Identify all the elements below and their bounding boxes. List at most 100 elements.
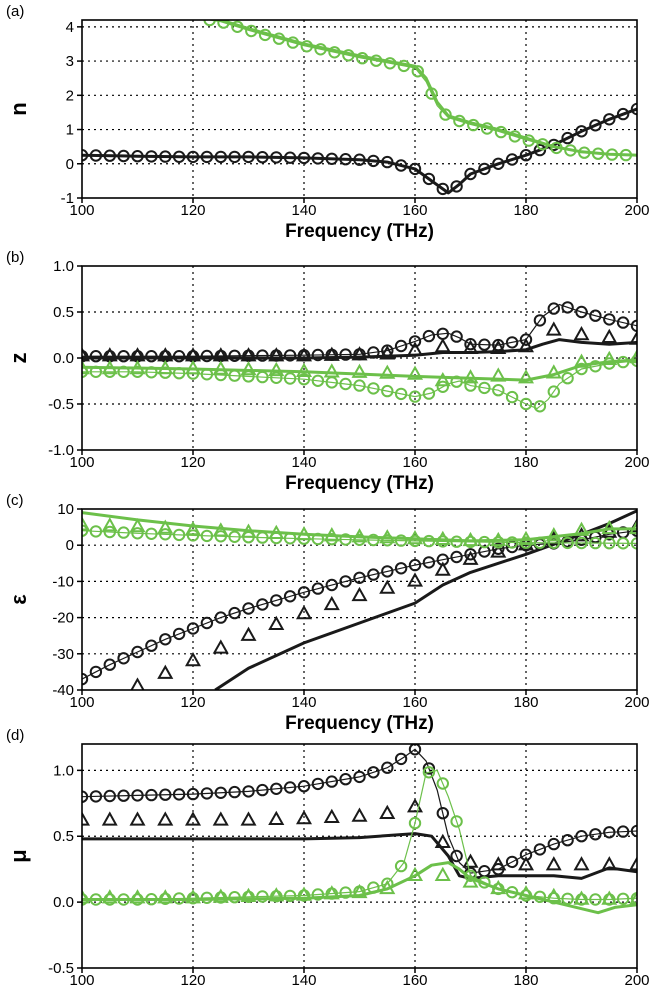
data-point-circle [436, 535, 449, 548]
data-point-circle [616, 537, 630, 550]
data-point-circle [214, 150, 228, 164]
data-point-circle [117, 149, 130, 163]
data-point-circle [186, 892, 200, 905]
data-point-circle [575, 893, 588, 906]
data-point-circle [131, 527, 144, 540]
data-point-triangle [628, 519, 637, 535]
data-point-circle [603, 826, 616, 839]
data-point-circle [422, 766, 436, 779]
y-tick-label: 0 [66, 537, 74, 554]
data-point-circle [172, 892, 186, 905]
panel-label: (b) [6, 249, 24, 266]
data-point-circle [519, 149, 533, 162]
data-point-triangle [82, 811, 91, 826]
data-point-circle [103, 365, 117, 378]
y-tick-label: 1.0 [53, 762, 74, 779]
x-tick-label: 200 [624, 454, 649, 471]
data-point-circle [256, 531, 269, 544]
data-point-circle [339, 533, 352, 546]
data-point-circle [339, 348, 352, 361]
data-point-circle [589, 828, 602, 841]
data-point-triangle [601, 328, 618, 343]
data-point-circle [256, 370, 269, 384]
data-point-circle [270, 531, 283, 545]
data-point-circle [478, 381, 491, 395]
data-point-circle [589, 893, 602, 906]
data-point-circle [547, 892, 560, 905]
data-point-triangle [545, 364, 562, 379]
data-point-circle [575, 536, 588, 550]
data-point-circle [505, 886, 519, 899]
x-axis-label: Frequency (THz) [285, 473, 434, 494]
data-point-triangle [157, 664, 174, 679]
data-point-circle [505, 540, 519, 554]
data-point-circle [131, 365, 144, 378]
data-point-circle [270, 890, 283, 903]
data-point-circle [203, 20, 216, 27]
data-point-circle [200, 368, 214, 381]
data-point-circle [242, 785, 255, 798]
series-line-green [208, 20, 637, 157]
data-point-circle [422, 387, 436, 400]
y-tick-label: -20 [52, 610, 74, 627]
data-point-circle [394, 752, 408, 766]
x-tick-label: 180 [513, 972, 538, 989]
x-tick-label: 120 [180, 454, 205, 471]
data-point-triangle [406, 866, 424, 881]
x-tick-label: 180 [513, 202, 538, 219]
data-point-triangle [379, 579, 396, 594]
x-tick-label: 200 [624, 972, 649, 989]
data-point-circle [325, 152, 338, 166]
data-point-triangle [129, 518, 146, 533]
data-point-circle [408, 816, 422, 830]
data-point-circle [547, 302, 560, 315]
data-point-circle [603, 357, 616, 370]
data-point-circle [589, 536, 602, 550]
x-tick-label: 120 [180, 202, 205, 219]
axes-frame [81, 19, 638, 199]
data-point-circle [575, 830, 588, 843]
data-point-triangle [601, 523, 618, 538]
data-point-triangle [212, 347, 229, 362]
data-point-circle [242, 370, 255, 383]
data-point-circle [159, 633, 172, 646]
data-point-circle [533, 536, 547, 549]
data-point-circle [589, 309, 602, 322]
x-tick-label: 120 [180, 972, 205, 989]
data-point-circle [436, 807, 449, 820]
y-tick-label: -0.5 [48, 396, 74, 413]
data-point-circle [214, 611, 228, 624]
data-point-triangle [240, 347, 257, 362]
x-tick-label: 180 [513, 694, 538, 711]
data-point-triangle [101, 517, 118, 532]
data-point-circle [131, 789, 144, 802]
data-point-circle [256, 151, 269, 164]
data-point-circle [425, 87, 438, 100]
data-point-circle [536, 138, 549, 151]
y-tick-label: -10 [52, 573, 74, 590]
data-point-triangle [406, 365, 424, 380]
y-tick-label: 0.0 [53, 350, 74, 367]
x-tick-label: 100 [69, 694, 94, 711]
data-point-circle [103, 149, 117, 162]
data-point-circle [381, 877, 394, 890]
plot-area [82, 301, 637, 413]
data-point-circle [297, 889, 311, 902]
data-point-circle [450, 330, 463, 343]
data-point-circle [450, 849, 463, 863]
data-point-circle [505, 390, 519, 404]
data-point-triangle [82, 516, 91, 531]
data-point-circle [450, 180, 463, 193]
panel-d: 100120140160180200-0.50.00.51.0Frequency… [6, 727, 650, 989]
x-tick-label: 140 [291, 454, 316, 471]
data-point-circle [242, 531, 255, 544]
data-point-circle [381, 565, 394, 578]
data-point-circle [464, 535, 477, 549]
data-point-circle [383, 57, 397, 70]
data-point-circle [603, 893, 616, 906]
y-tick-label: 10 [57, 501, 74, 518]
data-point-circle [478, 535, 491, 549]
data-point-circle [439, 108, 452, 121]
data-point-circle [367, 568, 380, 581]
data-point-circle [547, 536, 560, 549]
